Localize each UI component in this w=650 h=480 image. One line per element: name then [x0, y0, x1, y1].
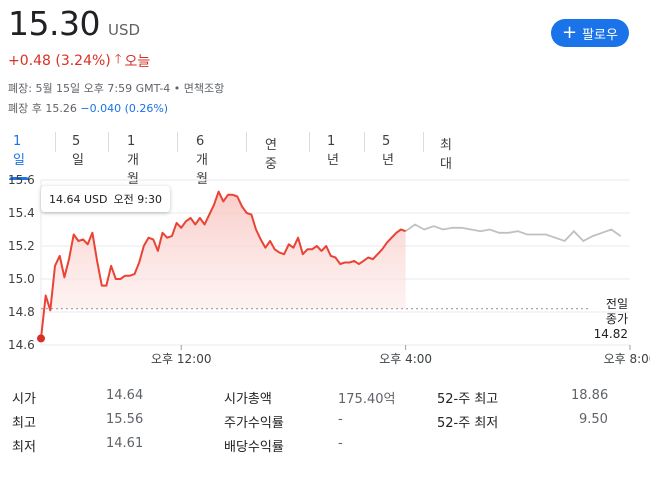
stat-label-low: 최저 — [12, 440, 36, 455]
tab-max[interactable]: 최대 — [440, 138, 452, 172]
stat-value-high: 15.56 — [106, 412, 144, 427]
previous-close-label-line1: 전일 — [605, 297, 628, 311]
start-point-marker — [37, 334, 45, 343]
after-hours-change: −0.040 (0.26%) — [80, 102, 169, 115]
stat-value-52w-high: 18.86 — [571, 388, 609, 403]
price-header: 15.30 USD — [8, 4, 140, 43]
tab-ytd[interactable]: 연중 — [265, 138, 277, 172]
after-hours-price: 15.26 — [45, 102, 77, 115]
price-change: +0.48 (3.24%) 🡑 오늘 — [8, 50, 150, 72]
stat-label-open: 시가 — [12, 392, 36, 407]
tab-divider — [177, 132, 178, 152]
tab-divider — [55, 132, 56, 152]
y-tick-label: 15.4 — [8, 206, 35, 220]
period-label: 오늘 — [124, 54, 151, 70]
stat-value-market-cap: 175.40억 — [338, 392, 396, 407]
tab-divider — [364, 132, 365, 152]
x-tick-label: 오후 12:00 — [151, 352, 211, 366]
y-tick-label: 15.0 — [8, 272, 35, 286]
tooltip-time: 오전 9:30 — [113, 193, 162, 206]
follow-button-label: 팔로우 — [582, 27, 618, 43]
stat-label-market-cap: 시가총액 — [224, 392, 272, 407]
after-hours-label: 폐장 후 — [8, 102, 42, 115]
stat-label-pe-ratio: 주가수익률 — [224, 416, 284, 431]
tab-divider — [423, 132, 424, 152]
arrow-up-icon: 🡑 — [114, 52, 122, 67]
stat-value-pe-ratio: - — [338, 412, 343, 427]
currency-label: USD — [107, 21, 141, 39]
y-tick-label: 14.8 — [8, 305, 35, 319]
plus-icon: + — [562, 22, 578, 43]
stat-value-low: 14.61 — [106, 436, 144, 451]
tab-5y[interactable]: 5년 — [382, 134, 394, 168]
current-price: 15.30 — [8, 4, 100, 43]
stat-value-52w-low: 9.50 — [579, 412, 608, 427]
x-tick-label: 오후 4:00 — [379, 352, 432, 366]
chart-tooltip: 14.64 USD 오전 9:30 — [41, 186, 170, 212]
stat-label-52w-low: 52-주 최저 — [437, 416, 499, 431]
tab-1d[interactable]: 1일 — [9, 126, 29, 180]
stat-label-52w-high: 52-주 최고 — [437, 392, 499, 407]
stat-value-dividend-yield: - — [338, 436, 343, 451]
regular-session-line — [40, 190, 406, 339]
x-tick-label: 오후 8:00 — [604, 352, 650, 366]
y-tick-label: 15.2 — [8, 239, 35, 253]
tab-divider — [309, 132, 310, 152]
price-area-fill — [41, 191, 406, 339]
y-axis-ticks: 15.6 15.4 15.2 15.0 14.8 14.6 — [8, 173, 35, 352]
stat-label-dividend-yield: 배당수익률 — [224, 440, 284, 455]
previous-close-label: 전일 종가 14.82 — [594, 297, 628, 342]
close-info: 폐장: 5월 15일 오후 7:59 GMT-4 • 면책조항 — [8, 82, 225, 95]
y-tick-label: 14.6 — [8, 338, 35, 352]
tab-5d[interactable]: 5일 — [72, 134, 84, 168]
previous-close-label-line2: 종가 — [605, 312, 628, 326]
follow-button[interactable]: + 팔로우 — [551, 19, 629, 47]
stat-value-open: 14.64 — [106, 388, 144, 403]
x-axis-ticks: 오후 12:00 오후 4:00 오후 8:00 — [151, 345, 650, 366]
tab-divider — [246, 132, 247, 152]
change-value: +0.48 (3.24%) — [8, 53, 111, 69]
tab-1y[interactable]: 1년 — [327, 134, 339, 168]
after-hours-info: 폐장 후 15.26 −0.040 (0.26%) — [8, 100, 168, 116]
tab-divider — [108, 132, 109, 152]
tooltip-price: 14.64 USD — [49, 192, 108, 206]
after-hours-line — [405, 223, 622, 243]
previous-close-value: 14.82 — [593, 327, 628, 341]
stat-label-high: 최고 — [12, 416, 36, 431]
y-tick-label: 15.6 — [8, 173, 35, 187]
